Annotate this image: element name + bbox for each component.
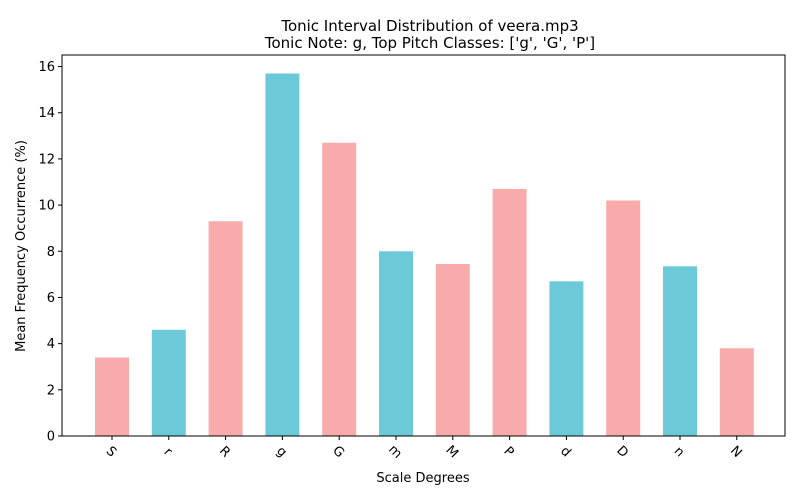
y-axis-label: Mean Frequency Occurrence (%): [14, 140, 29, 352]
bar-P: [492, 188, 527, 436]
y-tick-label: 16: [38, 60, 55, 75]
y-axis-ticks: 0 2 4 6 8 10 12 14 16: [38, 60, 62, 445]
bar-n: [663, 266, 697, 436]
y-tick-label: 4: [47, 337, 55, 352]
y-tick-label: 8: [47, 245, 55, 260]
chart-subtitle: Tonic Note: g, Top Pitch Classes: ['g', …: [264, 34, 595, 52]
bar-m: [379, 251, 413, 436]
y-tick-label: 12: [38, 152, 55, 167]
chart-title: Tonic Interval Distribution of veera.mp3: [280, 17, 578, 35]
bar-M: [435, 263, 470, 436]
bar-D: [606, 200, 641, 436]
bar-r: [151, 329, 186, 436]
bar-R: [208, 221, 243, 436]
bar-g: [265, 73, 300, 436]
bar-S: [95, 357, 129, 436]
y-tick-label: 2: [47, 383, 55, 398]
y-tick-label: 14: [38, 106, 55, 121]
bar-G: [322, 142, 357, 436]
bars-layer: [95, 73, 754, 436]
bar-d: [549, 281, 584, 436]
y-tick-label: 10: [38, 199, 55, 214]
x-axis-label: Scale Degrees: [376, 471, 469, 486]
y-tick-label: 6: [47, 291, 55, 306]
plot-frame: [61, 54, 786, 437]
bar-N: [719, 348, 754, 436]
y-tick-label: 0: [47, 430, 55, 445]
